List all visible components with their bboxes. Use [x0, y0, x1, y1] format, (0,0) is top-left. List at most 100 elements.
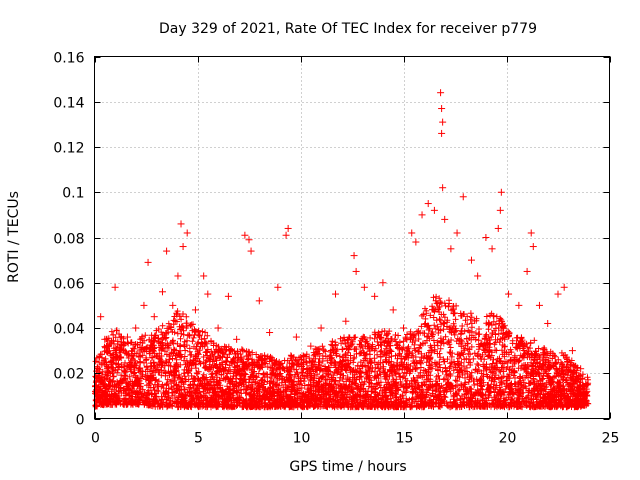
- data-point: [266, 329, 274, 337]
- data-point: [424, 200, 432, 208]
- data-point: [158, 288, 166, 296]
- y-tick-label: 0.14: [53, 96, 84, 112]
- data-point: [352, 267, 360, 275]
- data-point: [214, 324, 222, 332]
- data-point: [204, 290, 212, 298]
- data-point: [111, 283, 119, 291]
- dense-data-band: [92, 293, 592, 411]
- data-point: [379, 279, 387, 287]
- x-axis-label: GPS time / hours: [289, 459, 406, 475]
- data-point: [150, 313, 158, 321]
- data-point: [183, 229, 191, 237]
- data-point: [94, 365, 102, 373]
- y-tick-label: 0.02: [53, 367, 84, 383]
- x-tick-label: 20: [499, 431, 517, 447]
- x-tick-labels: 0 5 10 15 20 25: [91, 431, 619, 447]
- data-point: [412, 238, 420, 246]
- x-tick-label: 0: [91, 431, 100, 447]
- data-point: [554, 290, 562, 298]
- data-point: [247, 247, 255, 255]
- data-point: [408, 229, 416, 237]
- data-point: [439, 184, 447, 192]
- data-point: [418, 211, 426, 219]
- data-point: [515, 301, 523, 309]
- plot-frame: [94, 56, 610, 419]
- x-tick-label: 15: [396, 431, 414, 447]
- data-point: [439, 118, 447, 126]
- data-point: [459, 193, 467, 201]
- data-points: [92, 89, 591, 395]
- data-point: [241, 231, 249, 239]
- data-point: [233, 335, 241, 343]
- y-tick-label: 0.04: [53, 322, 84, 338]
- data-point: [174, 272, 182, 280]
- data-point: [583, 387, 591, 395]
- y-tick-label: 0.12: [53, 141, 84, 157]
- data-point: [274, 283, 282, 291]
- data-point: [107, 358, 115, 366]
- data-point: [497, 188, 505, 196]
- y-tick-label: 0.08: [53, 232, 84, 248]
- grid-lines: [94, 56, 610, 419]
- data-point: [191, 306, 199, 314]
- data-point: [474, 272, 482, 280]
- data-point: [482, 234, 490, 241]
- data-point: [389, 306, 397, 314]
- dense-band-markers: [92, 293, 592, 411]
- data-point: [140, 301, 148, 309]
- data-point: [496, 206, 504, 214]
- data-point: [163, 247, 171, 255]
- data-point: [437, 89, 445, 97]
- data-point: [200, 272, 208, 280]
- chart-title: Day 329 of 2021, Rate Of TEC Index for r…: [159, 21, 537, 37]
- data-point: [292, 333, 300, 341]
- y-tick-label: 0.1: [62, 186, 84, 202]
- y-tick-label: 0.06: [53, 277, 84, 293]
- data-point: [523, 267, 531, 275]
- data-point: [342, 317, 350, 325]
- data-point: [332, 290, 340, 298]
- data-point: [529, 243, 537, 251]
- data-point: [371, 292, 379, 300]
- data-point: [505, 290, 513, 298]
- y-tick-label: 0.16: [53, 51, 84, 67]
- data-point: [467, 256, 475, 264]
- data-point: [177, 220, 185, 228]
- data-point: [284, 224, 292, 232]
- data-point: [488, 245, 496, 253]
- data-point: [245, 236, 253, 244]
- data-point: [132, 324, 140, 332]
- x-tick-label: 25: [602, 431, 620, 447]
- data-point: [447, 245, 455, 253]
- data-point: [441, 215, 449, 223]
- data-point: [101, 335, 109, 343]
- data-point: [307, 342, 315, 350]
- data-point: [560, 283, 568, 291]
- data-point: [115, 347, 123, 355]
- data-point: [282, 231, 290, 239]
- data-point: [97, 313, 105, 321]
- x-tick-label: 10: [293, 431, 311, 447]
- data-point: [255, 297, 263, 305]
- data-point: [92, 387, 100, 395]
- y-tick-label: 0: [76, 413, 85, 429]
- data-point: [350, 252, 358, 260]
- data-point: [453, 229, 461, 237]
- y-axis-label: ROTI / TECUs: [6, 191, 22, 283]
- data-point: [577, 365, 585, 373]
- data-point: [527, 229, 535, 237]
- data-point: [123, 333, 131, 341]
- data-point: [360, 283, 368, 291]
- data-point: [317, 324, 325, 332]
- axis-ticks: [94, 56, 611, 420]
- data-point: [430, 206, 438, 214]
- y-tick-labels: 0 0.02 0.04 0.06 0.08 0.1 0.12 0.14 0.16: [53, 51, 84, 429]
- data-point: [494, 224, 502, 232]
- data-point: [438, 129, 446, 137]
- data-point: [438, 105, 446, 113]
- data-point: [544, 319, 552, 327]
- data-point: [179, 243, 187, 251]
- data-point: [224, 292, 232, 300]
- data-point: [400, 324, 407, 332]
